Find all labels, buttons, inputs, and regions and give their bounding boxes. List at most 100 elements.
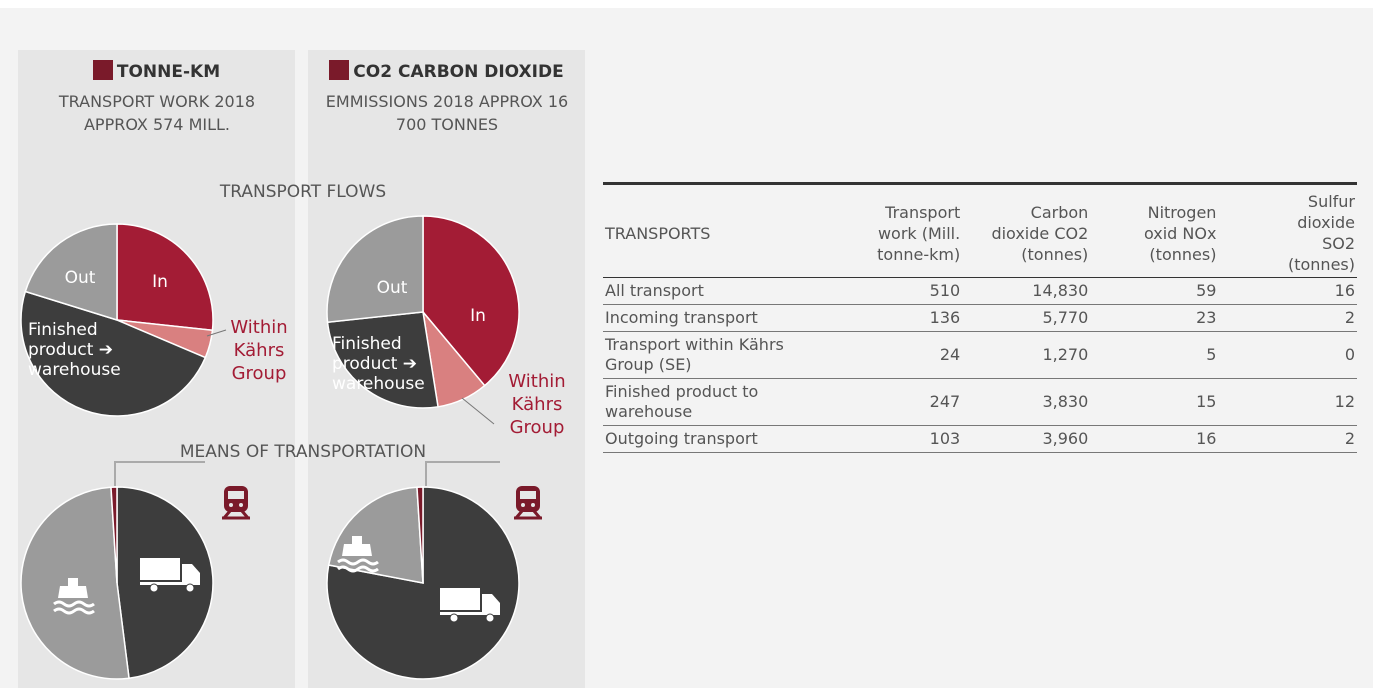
row-label: All transport xyxy=(605,281,704,300)
table-cell: 136 xyxy=(854,304,963,332)
table-cell: 3,960 xyxy=(962,425,1091,453)
cell-value: 12 xyxy=(1334,392,1355,411)
column-header-cell: Carbon dioxide CO2 (tonnes) xyxy=(962,182,1091,278)
row-label: Outgoing transport xyxy=(605,429,758,448)
table-cell: Incoming transport xyxy=(603,304,855,332)
slice-label: Finished product ➔ warehouse xyxy=(332,334,425,394)
table-cell: Outgoing transport xyxy=(603,425,855,453)
table-cell: 5,770 xyxy=(962,304,1091,332)
slice-label: Out xyxy=(376,278,408,298)
rail-icon xyxy=(222,486,250,520)
table-cell: 16 xyxy=(1218,277,1357,305)
panel-title: TONNE-KM xyxy=(18,60,295,82)
table-header: TRANSPORTS Transport work (Mill. tonne-km… xyxy=(603,182,1357,278)
cell-value: 15 xyxy=(1196,392,1217,411)
cell-value: 5,770 xyxy=(1042,308,1089,327)
cell-value: 16 xyxy=(1334,281,1355,300)
column-header-cell: TRANSPORTS xyxy=(603,182,855,278)
cell-value: 3,960 xyxy=(1042,429,1089,448)
pie-slice xyxy=(422,215,520,387)
table-cell: 59 xyxy=(1090,277,1219,305)
table-cell: 12 xyxy=(1218,378,1357,426)
cell-value: 1,270 xyxy=(1042,345,1089,364)
table-cell: 2 xyxy=(1218,304,1357,332)
column-header: Sulfur dioxide SO2 (tonnes) xyxy=(1287,192,1355,274)
table-body: All transport 510 14,830 59 16 Incoming trans… xyxy=(603,277,1357,453)
pie-slice xyxy=(416,486,424,584)
pie-slice xyxy=(327,486,424,584)
ship-icon xyxy=(53,578,95,615)
column-header: Nitrogen oxid NOx (tonnes) xyxy=(1143,202,1217,264)
table-cell: 24 xyxy=(854,331,963,379)
row-label: Finished product to warehouse xyxy=(605,382,759,421)
pie-slice xyxy=(326,215,424,324)
cell-value: 247 xyxy=(929,392,961,411)
table-cell: 5 xyxy=(1090,331,1219,379)
truck-icon xyxy=(140,558,200,593)
table-row: Finished product to warehouse 247 3,830 15 1… xyxy=(603,378,1357,426)
cell-value: 5 xyxy=(1206,345,1217,364)
cell-value: 2 xyxy=(1344,429,1355,448)
cell-value: 16 xyxy=(1196,429,1217,448)
ship-icon xyxy=(337,536,379,573)
slice-label: Out xyxy=(64,268,96,288)
table-cell: 2 xyxy=(1218,425,1357,453)
column-header-cell: Nitrogen oxid NOx (tonnes) xyxy=(1090,182,1219,278)
section-title: TRANSPORT FLOWS xyxy=(219,182,387,202)
cell-value: 14,830 xyxy=(1032,281,1089,300)
table-row: Outgoing transport 103 3,960 16 2 xyxy=(603,425,1357,453)
cell-value: 2 xyxy=(1344,308,1355,327)
column-header-cell: Transport work (Mill. tonne-km) xyxy=(854,182,963,278)
pie-slice xyxy=(24,223,118,322)
table-cell: 15 xyxy=(1090,378,1219,426)
panel-title: CO2 CARBON DIOXIDE xyxy=(308,60,585,82)
cell-value: 23 xyxy=(1196,308,1217,327)
cell-value: 3,830 xyxy=(1042,392,1089,411)
row-label: Incoming transport xyxy=(605,308,758,327)
cell-value: 103 xyxy=(929,429,961,448)
leader-line xyxy=(206,329,227,337)
panel-title-text: CO2 CARBON DIOXIDE xyxy=(353,62,564,82)
rail-icon xyxy=(514,486,542,520)
table-cell: Transport within Kährs Group (SE) xyxy=(603,331,855,379)
column-header: Carbon dioxide CO2 (tonnes) xyxy=(991,202,1089,264)
pie-slice xyxy=(20,290,207,417)
cell-value: 136 xyxy=(929,308,961,327)
leader-line xyxy=(461,397,495,425)
leader-line xyxy=(425,461,500,486)
section-title: MEANS OF TRANSPORTATION xyxy=(179,442,427,462)
truck-icon xyxy=(440,588,500,623)
table-cell: 103 xyxy=(854,425,963,453)
table-cell: 247 xyxy=(854,378,963,426)
table-cell: 510 xyxy=(854,277,963,305)
table-cell: Finished product to warehouse xyxy=(603,378,855,426)
slice-label: Finished product ➔ warehouse xyxy=(28,320,121,380)
leader-line xyxy=(114,461,205,486)
column-header: Transport work (Mill. tonne-km) xyxy=(877,202,961,264)
slice-label: Within Kährs Group xyxy=(230,317,288,384)
table-cell: All transport xyxy=(603,277,855,305)
pie-slice xyxy=(326,486,520,680)
column-header-cell: Sulfur dioxide SO2 (tonnes) xyxy=(1218,182,1357,278)
pie-slice xyxy=(110,486,118,584)
table-cell: 16 xyxy=(1090,425,1219,453)
slice-label: Within Kährs Group xyxy=(508,371,566,438)
panel-subtitle: EMMISSIONS 2018 APPROX 16 700 TONNES xyxy=(325,92,569,134)
cell-value: 510 xyxy=(929,281,961,300)
icon xyxy=(92,60,113,80)
cell-value: 24 xyxy=(939,345,961,364)
cell-value: 59 xyxy=(1196,281,1217,300)
cell-value: 0 xyxy=(1344,345,1355,364)
pie-slice xyxy=(116,223,214,332)
table-row: All transport 510 14,830 59 16 xyxy=(603,277,1357,305)
data-table: TRANSPORTS Transport work (Mill. tonne-km… xyxy=(603,182,1357,453)
table-cell: 3,830 xyxy=(962,378,1091,426)
table-cell: 23 xyxy=(1090,304,1219,332)
table-cell: 14,830 xyxy=(962,277,1091,305)
icon xyxy=(329,60,350,80)
table-row: Incoming transport 136 5,770 23 2 xyxy=(603,304,1357,332)
slice-label: In xyxy=(152,272,168,292)
pie-slice xyxy=(326,311,439,409)
